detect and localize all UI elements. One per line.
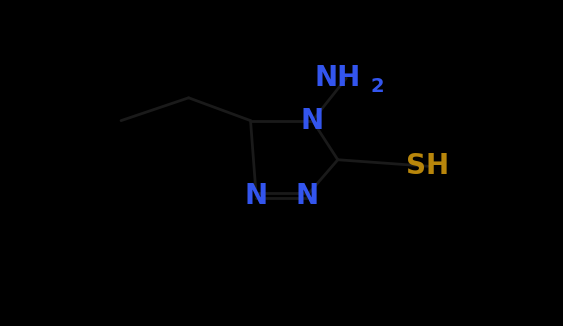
Text: SH: SH [406, 152, 449, 180]
Text: N: N [244, 182, 268, 210]
Text: N: N [295, 182, 319, 210]
Text: N: N [301, 107, 324, 135]
Text: NH: NH [315, 64, 361, 92]
Text: 2: 2 [370, 77, 384, 96]
